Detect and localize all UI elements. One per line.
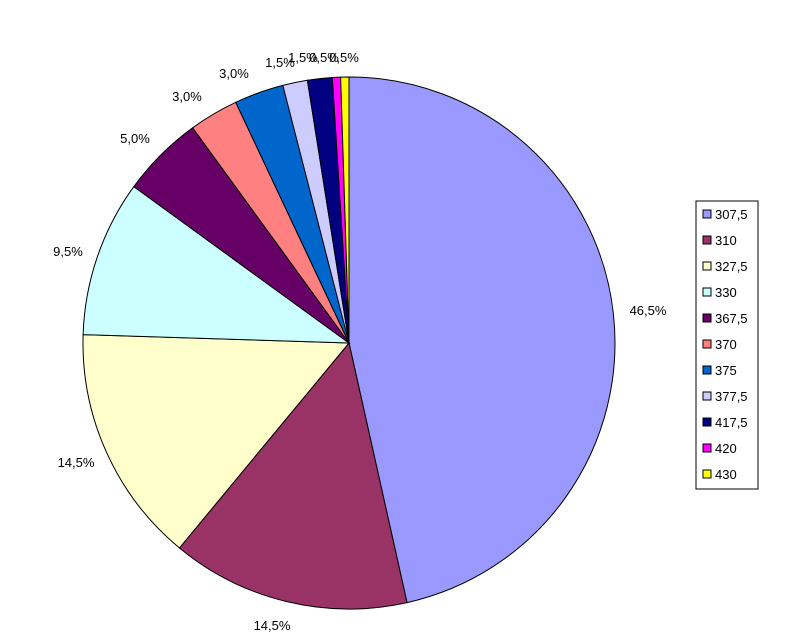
legend-swatch-8 xyxy=(702,417,712,427)
legend-swatch-5 xyxy=(702,339,712,349)
legend-label-8: 417,5 xyxy=(715,415,748,430)
legend-label-1: 310 xyxy=(715,233,737,248)
legend-label-6: 375 xyxy=(715,363,737,378)
slice-label-1: 14,5% xyxy=(254,618,291,633)
legend-label-3: 330 xyxy=(715,285,737,300)
legend-swatch-0 xyxy=(702,209,712,219)
legend-label-4: 367,5 xyxy=(715,311,748,326)
legend-label-10: 430 xyxy=(715,467,737,482)
pie-slice-2 xyxy=(82,334,351,549)
legend-items: 307,5 310 327,5 330 367,5 370 375 377,5 417,5 420… xyxy=(702,207,748,482)
pie-slices xyxy=(82,76,616,610)
pie-slice-10 xyxy=(340,76,350,344)
legend: 307,5 310 327,5 330 367,5 370 375 377,5 417,5 420… xyxy=(695,200,759,490)
slice-label-10: 0,5% xyxy=(329,50,359,65)
slice-label-3: 9,5% xyxy=(53,244,83,259)
legend-label-0: 307,5 xyxy=(715,207,748,222)
legend-swatch-10 xyxy=(702,469,712,479)
legend-label-5: 370 xyxy=(715,337,737,352)
legend-label-7: 377,5 xyxy=(715,389,748,404)
legend-swatch-3 xyxy=(702,287,712,297)
legend-swatch-9 xyxy=(702,443,712,453)
slice-label-0: 46,5% xyxy=(630,303,667,318)
legend-swatch-2 xyxy=(702,261,712,271)
slice-label-2: 14,5% xyxy=(58,455,95,470)
legend-swatch-1 xyxy=(702,235,712,245)
legend-label-2: 327,5 xyxy=(715,259,748,274)
slice-label-7: 1,5% xyxy=(265,55,295,70)
slice-label-5: 3,0% xyxy=(172,89,202,104)
legend-swatch-4 xyxy=(702,313,712,323)
slice-label-9: 0,5% xyxy=(309,50,339,65)
slice-label-6: 3,0% xyxy=(219,66,249,81)
slice-label-8: 1,5% xyxy=(288,50,318,65)
pie-slice-0 xyxy=(348,76,616,604)
pie-slice-3 xyxy=(82,185,351,344)
slice-label-4: 5,0% xyxy=(120,131,150,146)
pie-slice-labels: 46,5%14,5%14,5%9,5%5,0%3,0%3,0%1,5%1,5%0… xyxy=(53,50,667,633)
legend-swatch-7 xyxy=(702,391,712,401)
legend-label-9: 420 xyxy=(715,441,737,456)
legend-swatch-6 xyxy=(702,365,712,375)
pie-slice-1 xyxy=(178,341,408,610)
